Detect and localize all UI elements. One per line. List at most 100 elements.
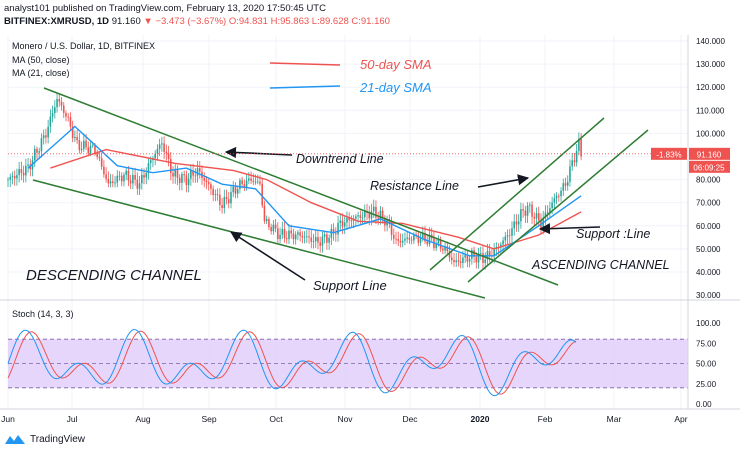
candle-body (141, 174, 143, 184)
candle-body (232, 186, 235, 193)
candle-body (94, 145, 96, 154)
support-left-arrow (230, 231, 306, 281)
candle-body (299, 232, 301, 236)
candle-body (89, 145, 92, 154)
y-tick-label: 40.000 (696, 268, 721, 277)
candle-body (205, 180, 208, 183)
candle-body (165, 151, 168, 154)
candle-body (468, 258, 471, 262)
candle-body (348, 217, 350, 221)
candle-body (158, 144, 161, 149)
candle-body (20, 169, 23, 173)
candle-body (368, 212, 371, 219)
stochastic-pane: Stoch (14, 3, 3) (0, 299, 740, 397)
y-tick-label: 140.000 (696, 37, 725, 46)
candle-body (484, 259, 487, 263)
candle-body (98, 156, 101, 159)
candle-body (85, 140, 87, 148)
candle-body (529, 204, 531, 206)
candle-body (328, 237, 330, 243)
candle-body (524, 210, 527, 216)
candle-body (395, 238, 397, 240)
candle-body (274, 224, 277, 229)
annotation-labels: 50-day SMA 21-day SMA Downtrend Line Resist… (12, 41, 670, 293)
candle-body (172, 172, 174, 177)
candle-body (339, 220, 342, 223)
candle-body (439, 240, 442, 249)
candle-body (355, 216, 357, 219)
y-tick-label: 130.000 (696, 60, 725, 69)
downtrend-arrow (224, 146, 293, 159)
ascending-annotation: ASCENDING CHANNEL (531, 258, 670, 272)
candle-body (428, 234, 431, 245)
candle-body (493, 248, 495, 257)
ascending-channel-lower (467, 129, 649, 283)
candle-body (346, 217, 348, 223)
candle-body (522, 209, 524, 211)
candle-body (288, 230, 290, 240)
resistance-annotation: Resistance Line (370, 179, 459, 193)
price-tag (689, 147, 730, 160)
candle-body (464, 255, 466, 258)
candle-body (212, 188, 214, 196)
candle-body (265, 219, 268, 222)
y-tick-label: 70.000 (696, 199, 721, 208)
candle-body (292, 233, 295, 240)
candle-body (176, 169, 179, 178)
y-tick-label: 60.000 (696, 222, 721, 231)
resistance-arrow (477, 174, 530, 188)
candle-body (531, 204, 533, 217)
x-tick-label: Feb (538, 414, 553, 424)
candle-body (100, 158, 103, 167)
sma21-annotation: 21-day SMA (359, 80, 432, 95)
symbol-label: BITFINEX:XMRUSD, 1D (4, 16, 110, 27)
candle-body (198, 168, 201, 172)
y-tick-label: 50.000 (696, 245, 721, 254)
candle-body (16, 175, 18, 179)
support-right-arrow (538, 223, 601, 235)
candle-body (479, 253, 482, 255)
candle-body (69, 117, 72, 127)
candle-body (448, 251, 451, 258)
candle-body (558, 195, 560, 197)
candle-body (310, 237, 313, 242)
candle-body (317, 237, 319, 243)
candlesticks (7, 92, 582, 270)
stoch-tick-label: 75.00 (696, 339, 717, 348)
candle-body (107, 178, 110, 184)
x-tick-label: Nov (337, 414, 353, 424)
candle-body (114, 182, 116, 184)
candle-body (78, 140, 81, 151)
candle-body (397, 239, 400, 241)
candle-body (544, 212, 547, 219)
candle-body (71, 126, 74, 139)
stoch-tick-label: 100.00 (696, 319, 721, 328)
candle-body (203, 178, 206, 181)
descending-channel-lower (32, 179, 486, 299)
countdown-label: 06:09:25 (693, 163, 725, 172)
candle-body (259, 181, 261, 184)
y-tick-label: 100.000 (696, 129, 725, 138)
candle-body (408, 237, 411, 240)
candle-body (370, 211, 373, 219)
candle-body (379, 210, 382, 219)
candle-body (301, 235, 304, 238)
candle-body (27, 164, 29, 166)
tradingview-logo[interactable]: TradingView (4, 433, 85, 445)
stoch-tick-label: 25.00 (696, 380, 717, 389)
candle-body (134, 174, 136, 180)
candle-body (421, 232, 424, 239)
candle-body (147, 163, 150, 173)
candle-body (335, 233, 337, 235)
candle-body (462, 257, 464, 263)
candle-body (47, 126, 49, 138)
candle-body (241, 180, 243, 185)
candle-body (553, 198, 556, 203)
candle-body (404, 238, 406, 241)
candle-body (475, 256, 478, 263)
candle-body (58, 98, 61, 102)
last-price: 91.160 (111, 16, 141, 27)
candle-body (455, 260, 458, 263)
